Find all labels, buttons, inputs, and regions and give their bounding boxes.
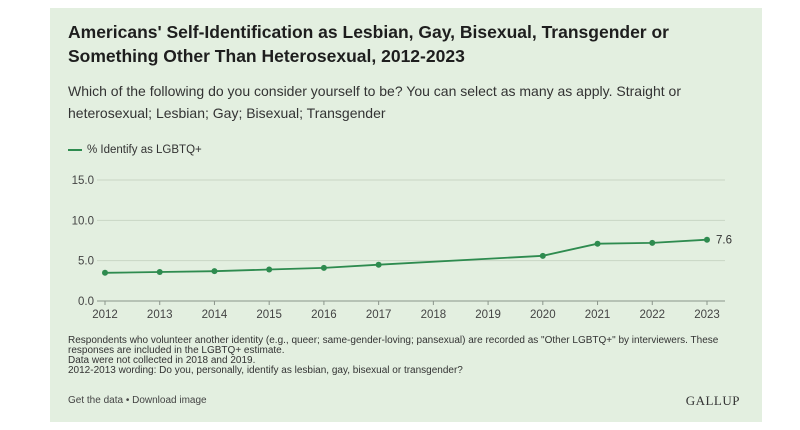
data-point xyxy=(594,240,601,247)
chart-subtitle: Which of the following do you consider y… xyxy=(68,83,681,121)
data-point xyxy=(102,269,108,276)
legend: % Identify as LGBTQ+ xyxy=(68,142,202,158)
legend-label: % Identify as LGBTQ+ xyxy=(87,144,202,156)
chart-title: Americans' Self-Identification as Lesbia… xyxy=(68,22,669,66)
y-tick-label: 5.0 xyxy=(78,256,94,268)
data-label: 7.6 xyxy=(716,235,732,247)
x-tick-label: 2021 xyxy=(585,309,611,321)
note-line: Data were not collected in 2018 and 2019… xyxy=(68,355,256,366)
chart-notes: Respondents who volunteer another identi… xyxy=(68,336,748,376)
gallup-logo: GALLUP xyxy=(685,393,740,408)
x-tick-label: 2016 xyxy=(311,309,337,321)
data-point xyxy=(539,252,546,259)
x-tick-label: 2012 xyxy=(92,309,118,321)
get-data-link[interactable]: Get the data xyxy=(68,395,124,406)
x-tick-label: 2013 xyxy=(147,309,173,321)
legend-swatch xyxy=(68,149,82,151)
data-point xyxy=(266,266,273,273)
x-tick-label: 2017 xyxy=(366,309,392,321)
data-point xyxy=(156,268,163,275)
x-tick-label: 2019 xyxy=(475,309,501,321)
data-point xyxy=(375,261,382,268)
data-point xyxy=(320,264,327,271)
x-tick-label: 2015 xyxy=(256,309,282,321)
x-tick-label: 2014 xyxy=(202,309,228,321)
footer-separator: • xyxy=(123,395,133,406)
line-chart: 0.0 5.0 10.0 15.0 2012 2013 2014 2015 2016 2017 20… xyxy=(72,175,732,321)
note-line: responses are included in the LGBTQ+ est… xyxy=(68,345,285,356)
data-point xyxy=(649,239,656,246)
x-tick-label: 2020 xyxy=(530,309,556,321)
data-point xyxy=(211,268,218,275)
data-point xyxy=(704,236,710,243)
note-line: 2012-2013 wording: Do you, personally, i… xyxy=(68,365,463,376)
y-tick-label: 10.0 xyxy=(72,215,94,227)
chart-card: Americans' Self-Identification as Lesbia… xyxy=(50,8,762,422)
x-tick-label: 2023 xyxy=(694,309,720,321)
x-tick-label: 2022 xyxy=(639,309,665,321)
series-line xyxy=(104,238,708,274)
y-tick-label: 15.0 xyxy=(72,175,94,187)
download-image-link[interactable]: Download image xyxy=(132,395,207,406)
y-tick-label: 0.0 xyxy=(78,296,94,308)
x-tick-label: 2018 xyxy=(421,309,447,321)
footer-links: Get the data • Download image xyxy=(68,395,207,406)
note-line: Respondents who volunteer another identi… xyxy=(68,335,719,346)
